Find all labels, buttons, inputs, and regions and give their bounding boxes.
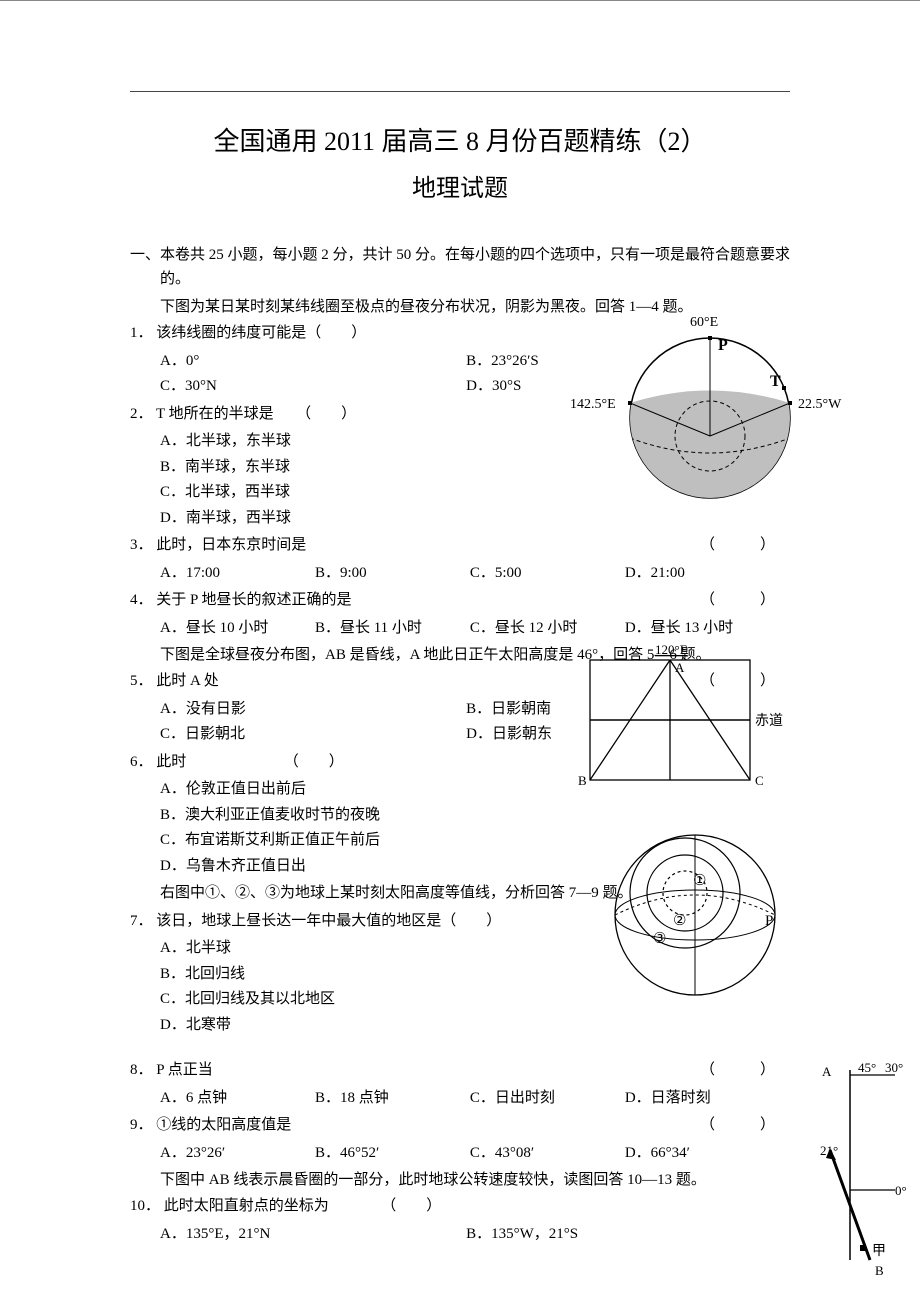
fig3-3: ③ [653, 931, 666, 947]
figure-4: A 45° 30° 21° 0° 甲 B [800, 1060, 910, 1300]
q3-opt-d: D．21:00 [625, 561, 776, 587]
question-9: 9． ①线的太阳高度值是 （ ） [130, 1113, 790, 1139]
fig4-21: 21° [820, 1143, 838, 1158]
figure-3: ① ② ③ P [585, 825, 805, 1005]
fig3-2: ② [673, 913, 686, 929]
q2-opt-d: D．南半球，西半球 [160, 506, 790, 532]
fig4-a: A [822, 1064, 832, 1079]
fig1-t: T [770, 373, 781, 390]
fig2-b: B [578, 773, 587, 788]
q8-opt-b: B．18 点钟 [315, 1086, 466, 1112]
q4-opt-a: A．昼长 10 小时 [160, 616, 311, 642]
q8-paren: （ ） [700, 1058, 790, 1084]
q7-stem: 该日，地球上昼长达一年中最大值的地区是（ ） [156, 913, 501, 929]
q4-opt-b: B．昼长 11 小时 [315, 616, 466, 642]
q10-options: A．135°E，21°N B．135°W，21°S [160, 1222, 790, 1248]
q8-num: 8． [130, 1062, 153, 1078]
q9-opt-a: A．23°26′ [160, 1141, 311, 1167]
q9-opt-c: C．43°08′ [470, 1141, 621, 1167]
q10-stem: 此时太阳直射点的坐标为 （ ） [164, 1198, 442, 1214]
fig1-60e: 60°E [690, 315, 718, 330]
fig2-a: A [675, 660, 685, 675]
figure-2: 120°E A B C 赤道 [570, 640, 790, 810]
question-10: 10． 此时太阳直射点的坐标为 （ ） [130, 1194, 790, 1220]
q9-opt-d: D．66°34′ [625, 1141, 776, 1167]
q9-num: 9． [130, 1117, 153, 1133]
q6-num: 6． [130, 754, 153, 770]
q8-opt-c: C．日出时刻 [470, 1086, 621, 1112]
q10-opt-a: A．135°E，21°N [160, 1222, 462, 1248]
fig2-c: C [755, 773, 764, 788]
fig3-p: P [765, 913, 773, 929]
q4-paren: （ ） [700, 588, 790, 614]
intro-4: 下图中 AB 线表示晨昏圈的一部分，此时地球公转速度较快，读图回答 10—13 … [160, 1168, 790, 1192]
q3-opt-a: A．17:00 [160, 561, 311, 587]
q10-num: 10． [130, 1198, 160, 1214]
q2-stem: T 地所在的半球是 （ ） [156, 406, 356, 422]
q7-opt-d: D．北寒带 [160, 1013, 790, 1039]
q5-opt-a: A．没有日影 [160, 697, 462, 723]
q4-opt-d: D．昼长 13 小时 [625, 616, 776, 642]
fig1-225w: 22.5°W [798, 397, 842, 412]
fig4-0: 0° [895, 1183, 907, 1198]
q3-opt-c: C．5:00 [470, 561, 621, 587]
q5-stem: 此时 A 处 [156, 673, 219, 689]
q9-paren: （ ） [700, 1113, 790, 1139]
fig4-jia: 甲 [872, 1244, 886, 1259]
fig3-1: ① [693, 873, 706, 889]
q6-stem: 此时 （ ） [156, 754, 344, 770]
fig4-30: 30° [885, 1060, 903, 1075]
q8-options: A．6 点钟 B．18 点钟 C．日出时刻 D．日落时刻 [160, 1086, 790, 1112]
q5-num: 5． [130, 673, 153, 689]
question-8: 8． P 点正当 （ ） [130, 1058, 790, 1084]
fig1-p: P [718, 337, 728, 354]
q1-opt-a: A．0° [160, 349, 462, 375]
q4-opt-c: C．昼长 12 小时 [470, 616, 621, 642]
q4-num: 4． [130, 592, 153, 608]
q3-num: 3． [130, 537, 153, 553]
q4-stem: 关于 P 地昼长的叙述正确的是 [156, 592, 351, 608]
q2-num: 2． [130, 406, 153, 422]
q9-options: A．23°26′ B．46°52′ C．43°08′ D．66°34′ [160, 1141, 790, 1167]
page-subtitle: 地理试题 [130, 168, 790, 203]
q8-opt-a: A．6 点钟 [160, 1086, 311, 1112]
q9-opt-b: B．46°52′ [315, 1141, 466, 1167]
q10-opt-b: B．135°W，21°S [466, 1222, 768, 1248]
q8-opt-d: D．日落时刻 [625, 1086, 776, 1112]
q9-stem: ①线的太阳高度值是 [156, 1117, 291, 1133]
fig2-eq: 赤道 [755, 713, 783, 729]
question-3: 3． 此时，日本东京时间是 （ ） [130, 533, 790, 559]
q3-paren: （ ） [700, 533, 790, 559]
q3-stem: 此时，日本东京时间是 [156, 537, 306, 553]
q1-num: 1． [130, 325, 153, 341]
q1-opt-c: C．30°N [160, 374, 462, 400]
page-title: 全国通用 2011 届高三 8 月份百题精练（2） [130, 121, 790, 158]
q5-opt-c: C．日影朝北 [160, 722, 462, 748]
question-4: 4． 关于 P 地昼长的叙述正确的是 （ ） [130, 588, 790, 614]
fig4-45: 45° [858, 1060, 876, 1075]
q3-options: A．17:00 B．9:00 C．5:00 D．21:00 [160, 561, 790, 587]
q7-num: 7． [130, 913, 153, 929]
q3-opt-b: B．9:00 [315, 561, 466, 587]
section-header: 一、本卷共 25 小题，每小题 2 分，共计 50 分。在每小题的四个选项中，只… [130, 243, 790, 291]
fig1-1425e: 142.5°E [570, 397, 616, 412]
q1-stem: 该纬线圈的纬度可能是（ ） [156, 325, 366, 341]
q4-options: A．昼长 10 小时 B．昼长 11 小时 C．昼长 12 小时 D．昼长 13… [160, 616, 790, 642]
fig2-120e: 120°E [655, 642, 688, 657]
q8-stem: P 点正当 [156, 1062, 213, 1078]
fig4-b: B [875, 1263, 884, 1278]
figure-1: 60°E P T 22.5°W 142.5°E [560, 308, 860, 508]
